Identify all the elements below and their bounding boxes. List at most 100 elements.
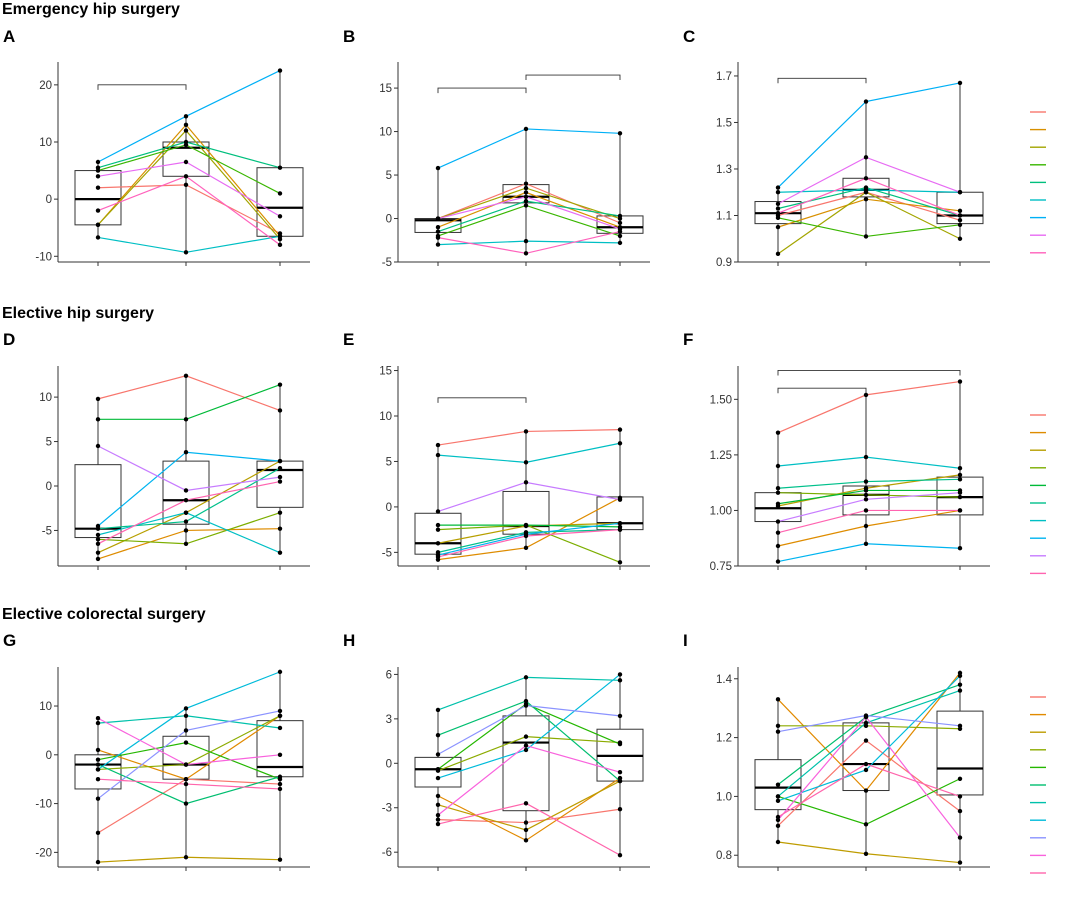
data-point-c2 bbox=[277, 669, 283, 675]
data-point-h18 bbox=[863, 523, 869, 529]
series-line-th27 bbox=[777, 198, 961, 228]
data-point-th36 bbox=[617, 131, 623, 136]
data-point-th28 bbox=[183, 128, 189, 133]
data-point-th26 bbox=[183, 182, 189, 188]
data-point-h3 bbox=[775, 559, 781, 564]
panel-letter-b: B bbox=[343, 27, 355, 46]
data-point-c2 bbox=[775, 798, 781, 804]
chart-panel-c: 0.9 1.1 1.3 1.5 1.7 bbox=[716, 62, 990, 269]
data-point-h29 bbox=[775, 463, 781, 469]
y-tick-label: 1.0 bbox=[716, 791, 732, 803]
panel-letter-h: H bbox=[343, 631, 355, 650]
data-point-h29 bbox=[183, 510, 189, 515]
legend-3 bbox=[1030, 696, 1046, 874]
data-point-c13 bbox=[523, 734, 529, 739]
data-point-th38 bbox=[775, 210, 781, 216]
data-point-th28 bbox=[95, 222, 101, 228]
data-point-c5 bbox=[95, 716, 101, 721]
panel-letter-e: E bbox=[343, 330, 354, 349]
legend-2 bbox=[1030, 414, 1046, 575]
box-iqr bbox=[74, 754, 122, 790]
data-point-th36 bbox=[277, 68, 283, 73]
data-point-h4 bbox=[183, 488, 189, 493]
y-tick-label: 1.5 bbox=[716, 117, 732, 129]
data-point-h3 bbox=[863, 541, 869, 546]
data-point-h12 bbox=[617, 427, 623, 432]
data-point-h5 bbox=[95, 541, 101, 546]
data-point-th26 bbox=[523, 181, 529, 186]
data-point-h18 bbox=[775, 543, 781, 549]
data-point-th31 bbox=[775, 215, 781, 221]
data-point-c2 bbox=[435, 775, 441, 781]
y-tick-label: 6 bbox=[386, 669, 392, 681]
data-point-c17 bbox=[435, 707, 441, 713]
data-point-c17 bbox=[863, 720, 869, 726]
y-tick-label: 3 bbox=[386, 714, 392, 726]
data-point-th27 bbox=[863, 197, 869, 202]
data-point-th31 bbox=[617, 233, 623, 239]
data-point-th26 bbox=[957, 217, 963, 223]
data-point-h5 bbox=[435, 554, 441, 560]
data-point-c1 bbox=[863, 738, 869, 743]
data-point-c5 bbox=[523, 743, 529, 748]
data-point-c13 bbox=[775, 723, 781, 729]
data-point-th31 bbox=[957, 222, 963, 227]
data-point-c17 bbox=[617, 678, 623, 683]
data-point-c6 bbox=[277, 786, 283, 792]
data-point-h5 bbox=[957, 508, 963, 513]
data-point-th36 bbox=[863, 99, 869, 104]
y-tick-label: -5 bbox=[382, 547, 392, 559]
y-tick-label: 0.8 bbox=[716, 850, 732, 862]
series-line-h22 bbox=[97, 467, 281, 530]
series-line-h18 bbox=[777, 509, 961, 547]
data-point-c2 bbox=[95, 767, 101, 772]
data-point-th37 bbox=[95, 174, 101, 179]
data-point-h4 bbox=[277, 474, 283, 480]
data-point-c11 bbox=[775, 839, 781, 845]
series-line-c2 bbox=[437, 673, 621, 779]
data-point-c15 bbox=[95, 762, 101, 767]
data-point-h29 bbox=[863, 454, 869, 460]
data-point-th38 bbox=[523, 251, 529, 256]
data-point-h29 bbox=[435, 452, 441, 458]
data-point-h12 bbox=[957, 379, 963, 384]
y-tick-label: 0 bbox=[386, 758, 392, 770]
data-point-h4 bbox=[435, 509, 441, 514]
data-point-c5 bbox=[617, 769, 623, 775]
data-point-c11 bbox=[957, 860, 963, 865]
y-tick-label: 1.00 bbox=[710, 505, 732, 517]
y-tick-label: 10 bbox=[379, 127, 392, 139]
data-point-th27 bbox=[435, 225, 441, 230]
y-tick-label: -5 bbox=[42, 525, 52, 537]
data-point-th37 bbox=[523, 194, 529, 199]
data-point-h12 bbox=[863, 392, 869, 398]
data-point-c13 bbox=[277, 713, 283, 718]
data-point-h4 bbox=[617, 497, 623, 502]
data-point-c5 bbox=[435, 812, 441, 818]
y-tick-label: 1.1 bbox=[716, 210, 732, 222]
box-iqr bbox=[502, 715, 550, 812]
data-point-c2 bbox=[863, 767, 869, 773]
data-point-h20 bbox=[183, 417, 189, 422]
data-point-th38 bbox=[435, 235, 441, 240]
data-point-c14 bbox=[435, 767, 441, 772]
data-point-th33 bbox=[775, 206, 781, 211]
data-point-c15 bbox=[775, 782, 781, 787]
data-point-h12 bbox=[435, 442, 441, 448]
data-point-th34 bbox=[95, 235, 101, 240]
y-tick-label: -6 bbox=[382, 847, 392, 859]
chart-panel-d: -5 0 5 10 bbox=[39, 366, 310, 570]
data-point-h18 bbox=[523, 545, 529, 551]
data-point-h20 bbox=[277, 382, 283, 387]
y-tick-label: -10 bbox=[35, 799, 52, 811]
y-tick-label: 5 bbox=[386, 456, 392, 468]
y-tick-label: 0 bbox=[386, 214, 392, 226]
data-point-h2 bbox=[95, 537, 101, 542]
data-point-th34 bbox=[435, 242, 441, 247]
data-point-th38 bbox=[957, 213, 963, 218]
significance-bracket bbox=[525, 74, 621, 81]
data-point-c11 bbox=[523, 827, 529, 833]
series-line-th26 bbox=[97, 184, 281, 234]
data-point-th33 bbox=[183, 139, 189, 145]
section-title-elective-colorectal: Elective colorectal surgery bbox=[2, 606, 206, 623]
